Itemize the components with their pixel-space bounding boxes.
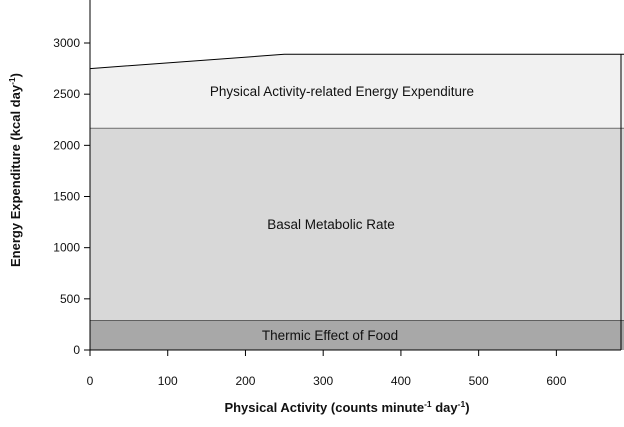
area-thermic-effect-of-food <box>90 320 624 350</box>
ticks: 0 500 1000 1500 2000 2500 3000 0 100 200 300 400 500… <box>53 36 566 388</box>
region-label-tef: Thermic Effect of Food <box>262 328 398 343</box>
x-tick-label: 300 <box>313 374 333 388</box>
y-tick-label: 500 <box>60 292 80 306</box>
area-physical-activity-related-energy-expenditure <box>90 54 624 128</box>
x-tick-label: 200 <box>235 374 255 388</box>
x-axis-label: Physical Activity (counts minute-1 day-1… <box>224 399 469 415</box>
x-tick-label: 600 <box>546 374 566 388</box>
x-tick-label: 500 <box>469 374 489 388</box>
y-tick-label: 0 <box>73 343 80 357</box>
y-tick-label: 2000 <box>53 138 80 152</box>
y-tick-label: 1000 <box>53 241 80 255</box>
region-label-bmr: Basal Metabolic Rate <box>267 217 395 232</box>
boundary-line <box>89 53 624 70</box>
region-labels: Physical Activity-related Energy Expendi… <box>210 84 474 343</box>
axes <box>89 0 621 351</box>
y-tick-label: 1500 <box>53 190 80 204</box>
region-label-paee: Physical Activity-related Energy Expendi… <box>210 84 474 99</box>
y-tick-label: 3000 <box>53 36 80 50</box>
x-tick-label: 400 <box>391 374 411 388</box>
x-tick-label: 0 <box>87 374 94 388</box>
stacked-areas <box>89 53 624 350</box>
y-tick-label: 2500 <box>53 87 80 101</box>
y-axis-label: Energy Expenditure (kcal day-1) <box>7 73 23 267</box>
area-basal-metabolic-rate <box>90 127 624 321</box>
x-tick-label: 100 <box>158 374 178 388</box>
